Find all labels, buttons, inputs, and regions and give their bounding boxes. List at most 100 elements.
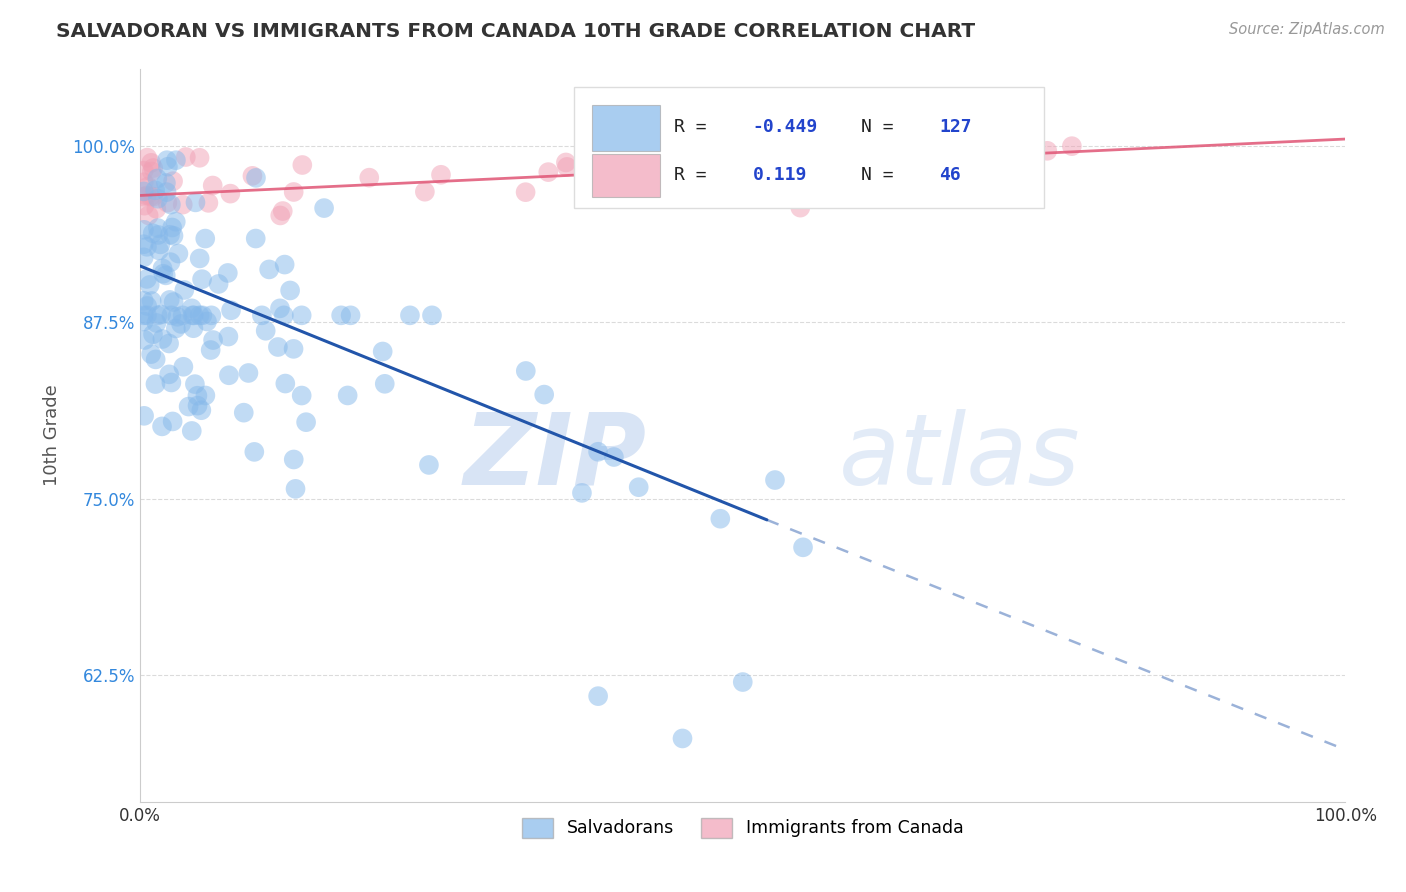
Point: [132, 175, 155, 189]
Point: [267, 340, 290, 354]
Point: [156, 153, 179, 168]
Point: [132, 189, 155, 203]
Point: [709, 512, 731, 526]
Point: [132, 314, 155, 328]
Point: [132, 250, 155, 264]
Point: [138, 208, 160, 222]
Point: [146, 192, 169, 206]
Point: [160, 220, 183, 235]
Point: [186, 399, 208, 413]
Point: [374, 376, 396, 391]
Point: [132, 309, 155, 323]
Point: [232, 406, 254, 420]
Point: [134, 333, 156, 347]
Point: [269, 301, 291, 316]
Point: [217, 329, 239, 343]
Point: [135, 188, 157, 202]
Point: [145, 316, 167, 330]
Point: [135, 272, 157, 286]
Text: SALVADORAN VS IMMIGRANTS FROM CANADA 10TH GRADE CORRELATION CHART: SALVADORAN VS IMMIGRANTS FROM CANADA 10T…: [56, 22, 976, 41]
Point: [418, 458, 440, 472]
Point: [141, 293, 163, 308]
Point: [1060, 139, 1083, 153]
Point: [515, 364, 537, 378]
Point: [141, 156, 163, 170]
Point: [162, 414, 184, 428]
Text: R =: R =: [673, 119, 707, 136]
Point: [269, 209, 291, 223]
Point: [165, 215, 187, 229]
Point: [160, 309, 183, 323]
Point: [1018, 141, 1040, 155]
Point: [291, 388, 314, 402]
Point: [824, 143, 846, 157]
Point: [180, 424, 202, 438]
Point: [181, 309, 204, 323]
Point: [792, 541, 814, 555]
Point: [166, 310, 188, 324]
Point: [339, 309, 361, 323]
Point: [763, 473, 786, 487]
Point: [257, 262, 280, 277]
Point: [603, 450, 626, 464]
Point: [201, 178, 224, 193]
Point: [142, 226, 165, 240]
Point: [155, 176, 177, 190]
Point: [160, 197, 183, 211]
Point: [238, 366, 260, 380]
FancyBboxPatch shape: [592, 105, 659, 151]
Point: [145, 352, 167, 367]
Point: [197, 195, 219, 210]
Text: 46: 46: [939, 166, 960, 184]
Point: [162, 295, 184, 310]
Y-axis label: 10th Grade: 10th Grade: [44, 384, 60, 486]
Point: [194, 388, 217, 402]
Point: [219, 186, 242, 201]
Point: [186, 389, 208, 403]
Point: [1001, 135, 1024, 149]
Point: [152, 261, 174, 276]
Point: [152, 332, 174, 346]
Point: [132, 293, 155, 308]
Point: [165, 153, 187, 168]
Point: [139, 189, 162, 203]
Point: [283, 185, 305, 199]
Point: [162, 228, 184, 243]
Point: [533, 387, 555, 401]
Point: [150, 419, 173, 434]
Point: [789, 201, 811, 215]
Point: [159, 227, 181, 242]
Point: [810, 157, 832, 171]
Point: [1036, 144, 1059, 158]
Point: [142, 327, 165, 342]
Point: [336, 388, 359, 402]
Text: 0.119: 0.119: [752, 166, 807, 184]
Point: [586, 689, 609, 703]
Point: [156, 160, 179, 174]
Point: [136, 240, 159, 254]
Point: [132, 409, 155, 423]
Point: [735, 151, 758, 165]
Point: [136, 299, 159, 313]
Point: [931, 135, 953, 149]
Point: [571, 486, 593, 500]
Point: [188, 252, 211, 266]
Point: [146, 221, 169, 235]
Point: [284, 482, 307, 496]
Point: [537, 165, 560, 179]
Point: [218, 368, 240, 383]
Point: [136, 179, 159, 194]
Point: [180, 301, 202, 316]
Text: ZIP: ZIP: [464, 409, 647, 506]
Point: [515, 185, 537, 199]
Point: [132, 185, 155, 199]
Point: [172, 197, 194, 211]
Point: [245, 170, 267, 185]
Point: [554, 155, 576, 169]
Point: [188, 151, 211, 165]
Point: [134, 199, 156, 213]
Point: [170, 317, 193, 331]
Legend: Salvadorans, Immigrants from Canada: Salvadorans, Immigrants from Canada: [515, 811, 970, 845]
Point: [167, 246, 190, 260]
Point: [200, 309, 222, 323]
